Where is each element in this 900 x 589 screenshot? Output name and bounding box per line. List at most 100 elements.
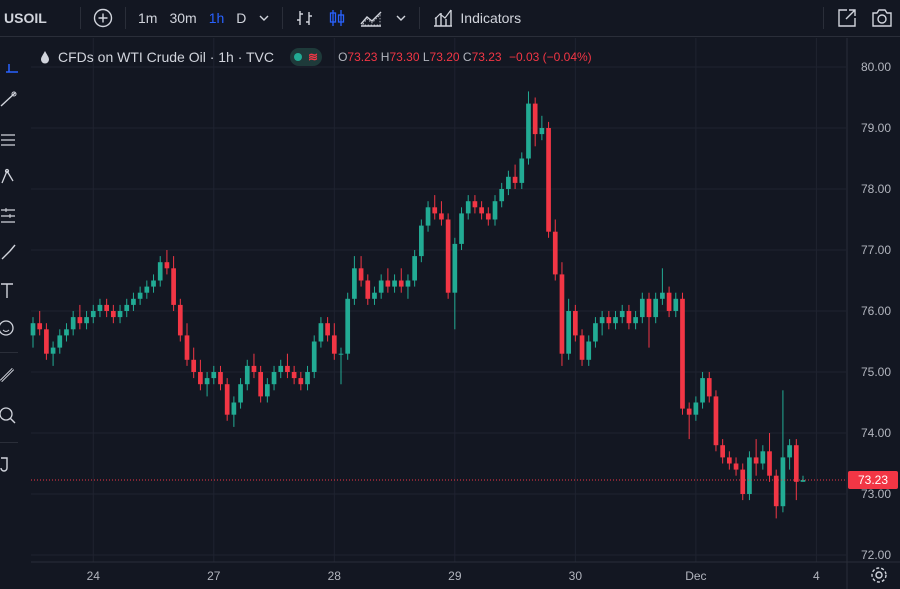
candle-body (532, 103, 538, 135)
candle (472, 195, 478, 214)
candle-body (378, 280, 384, 293)
chevron-down-icon[interactable] (252, 0, 276, 36)
fullscreen-icon[interactable] (830, 0, 864, 36)
symbol-label[interactable]: USOIL (4, 10, 47, 26)
open-value: 73.23 (347, 50, 378, 64)
candle-body (606, 317, 612, 324)
low-value: 73.20 (429, 50, 460, 64)
candles-chart-type-icon[interactable] (321, 0, 353, 36)
candle-body (639, 298, 645, 318)
bar-chart-type-icon[interactable] (289, 0, 321, 36)
candle (358, 256, 364, 287)
candle-body (673, 298, 679, 311)
candle-body (740, 469, 746, 494)
candle (767, 433, 772, 482)
indicators-button[interactable]: Indicators (460, 10, 522, 26)
candle-body (164, 262, 170, 269)
candle-body (499, 189, 505, 202)
candle (740, 463, 746, 501)
candle (325, 317, 330, 342)
candle-body (77, 317, 83, 324)
candle-body (285, 365, 290, 372)
candle-body (104, 304, 109, 311)
candle-body (660, 292, 665, 299)
candle (104, 298, 109, 318)
candle (753, 439, 759, 476)
candle (365, 274, 371, 305)
crosshair-icon[interactable] (0, 57, 18, 77)
zoom-icon[interactable] (0, 405, 18, 425)
brush-icon[interactable] (0, 242, 18, 262)
interval-1h[interactable]: 1h (208, 10, 225, 26)
chevron-down-icon[interactable] (389, 0, 413, 36)
camera-icon[interactable] (864, 0, 900, 36)
market-status-badge[interactable]: ≋ (290, 48, 323, 66)
candle-body (512, 176, 518, 183)
ruler-icon[interactable] (0, 365, 18, 385)
gear-icon[interactable] (869, 565, 889, 585)
candle-body (238, 384, 243, 403)
candle (50, 341, 56, 366)
candle (599, 311, 605, 336)
trendline-icon[interactable] (0, 89, 18, 109)
close-label: C (462, 50, 472, 64)
candle (465, 195, 471, 220)
pattern-icon[interactable] (0, 167, 18, 187)
candle-body (760, 451, 766, 464)
candle-body (392, 280, 397, 287)
candle-body (526, 103, 531, 159)
candle-body (727, 457, 732, 464)
interval-d[interactable]: D (236, 10, 247, 26)
candle-body (700, 378, 705, 403)
candle-body (472, 201, 478, 208)
candle (124, 298, 130, 318)
candle (532, 97, 538, 147)
candle-body (318, 323, 324, 342)
symbol-title[interactable]: CFDs on WTI Crude Oil · 1h · TVC (58, 49, 275, 65)
candle (271, 365, 277, 391)
prediction-icon[interactable] (0, 205, 18, 225)
compare-add-icon[interactable] (87, 0, 119, 36)
candle-body (653, 298, 659, 318)
interval-30m[interactable]: 30m (169, 10, 197, 26)
candle (137, 286, 143, 305)
candle-body (693, 402, 699, 415)
toolbar-divider (282, 7, 284, 29)
text-tool-icon[interactable] (0, 280, 18, 300)
candle (539, 115, 545, 141)
candle (639, 292, 645, 324)
area-chart-type-icon[interactable] (353, 0, 389, 36)
candle (144, 280, 150, 299)
indicators-icon[interactable] (426, 0, 460, 36)
candle-body (787, 445, 792, 458)
candle-body (352, 268, 357, 299)
toolbar-divider (125, 7, 126, 29)
magnet-icon[interactable] (0, 455, 18, 475)
candle-body (44, 329, 49, 354)
candle-body (432, 207, 438, 214)
interval-1m[interactable]: 1m (138, 10, 158, 26)
candle (64, 323, 69, 342)
candle (485, 207, 491, 226)
candle-body (773, 475, 779, 507)
drawing-toolbar (0, 37, 18, 589)
candle (546, 121, 551, 238)
candle (439, 201, 444, 226)
candle (204, 372, 210, 397)
y-tick-label: 77.00 (861, 243, 891, 257)
candle-body (485, 213, 491, 220)
y-tick-label: 80.00 (861, 60, 891, 74)
candle-body (706, 378, 712, 397)
y-tick-label: 73.00 (861, 487, 891, 501)
candle (97, 298, 103, 318)
candle-body (439, 213, 444, 220)
candle-body (780, 457, 786, 507)
candle (405, 274, 411, 299)
emoji-icon[interactable] (0, 317, 18, 337)
fib-retracement-icon[interactable] (0, 131, 18, 151)
candle (673, 292, 679, 318)
toolbar-divider (0, 442, 18, 443)
change-value: −0.03 (−0.04%) (508, 50, 592, 64)
toolbar-divider (823, 7, 824, 29)
